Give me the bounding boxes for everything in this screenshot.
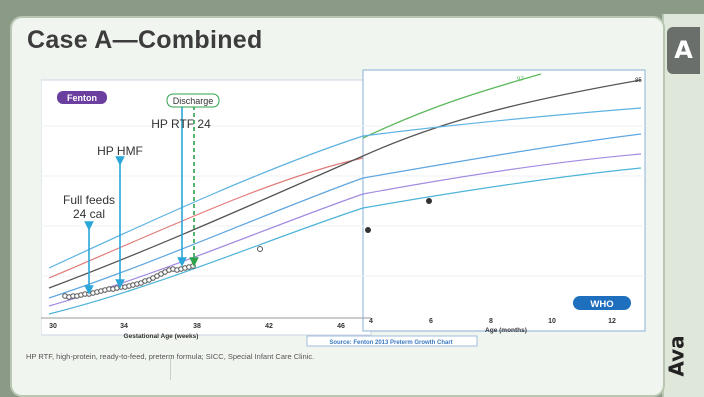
who-badge-text: WHO [590,299,613,310]
source-box [306,335,478,347]
fenton-tick-42: 42 [265,323,273,330]
full-feeds-cal-label: 24 cal [73,207,105,221]
who-tick-10: 10 [548,318,556,325]
source-text: Source: Fenton 2013 Preterm Growth Chart [329,340,452,346]
percentile-3-curve [48,167,642,315]
who-data-points [365,198,432,233]
slide-title: Case A—Combined [27,26,263,54]
vertical-name-label: Ava [665,326,700,386]
who-tick-12: 12 [608,318,616,325]
hp-hmf-label: HP HMF [97,144,143,158]
hp-rtf-label: HP RTF 24 [151,117,211,131]
who-tick-6: 6 [429,318,433,325]
divider [170,358,171,380]
percentile-blue-mid-curve [48,133,642,299]
fenton-badge [57,91,107,104]
fenton-axis-title: Gestational Age (weeks) [124,333,199,340]
fenton-tick-38: 38 [193,323,201,330]
fenton-tick-34: 34 [120,323,128,330]
full-feeds-label: Full feeds [63,193,115,207]
discharge-badge [166,93,220,108]
who-badge [573,296,631,310]
fenton-tick-30: 30 [49,323,57,330]
fenton-badge-text: Fenton [67,93,97,103]
percentile-97-curve [362,73,542,139]
section-tab-a[interactable]: A [667,27,700,74]
discharge-label: Discharge [173,96,214,106]
footnote: HP RTF, high-protein, ready-to-feed, pre… [26,352,315,361]
who-tick-8: 8 [489,318,493,325]
who-p97-label: 97 [517,77,524,83]
who-axis-title: Age (months) [485,327,527,334]
fenton-tick-46: 46 [337,323,345,330]
percentile-blue-upper-curve [48,107,642,269]
percentile-10-curve [48,153,642,307]
growth-chart: 97 85 Full feeds 24 cal HP HMF HP RTF 24… [41,69,646,347]
percentile-85-curve [362,79,642,157]
who-p85-label: 85 [635,78,642,84]
patient-data-points [62,246,263,300]
vertical-name-text: Ava [664,335,689,377]
who-tick-4: 4 [369,318,373,325]
